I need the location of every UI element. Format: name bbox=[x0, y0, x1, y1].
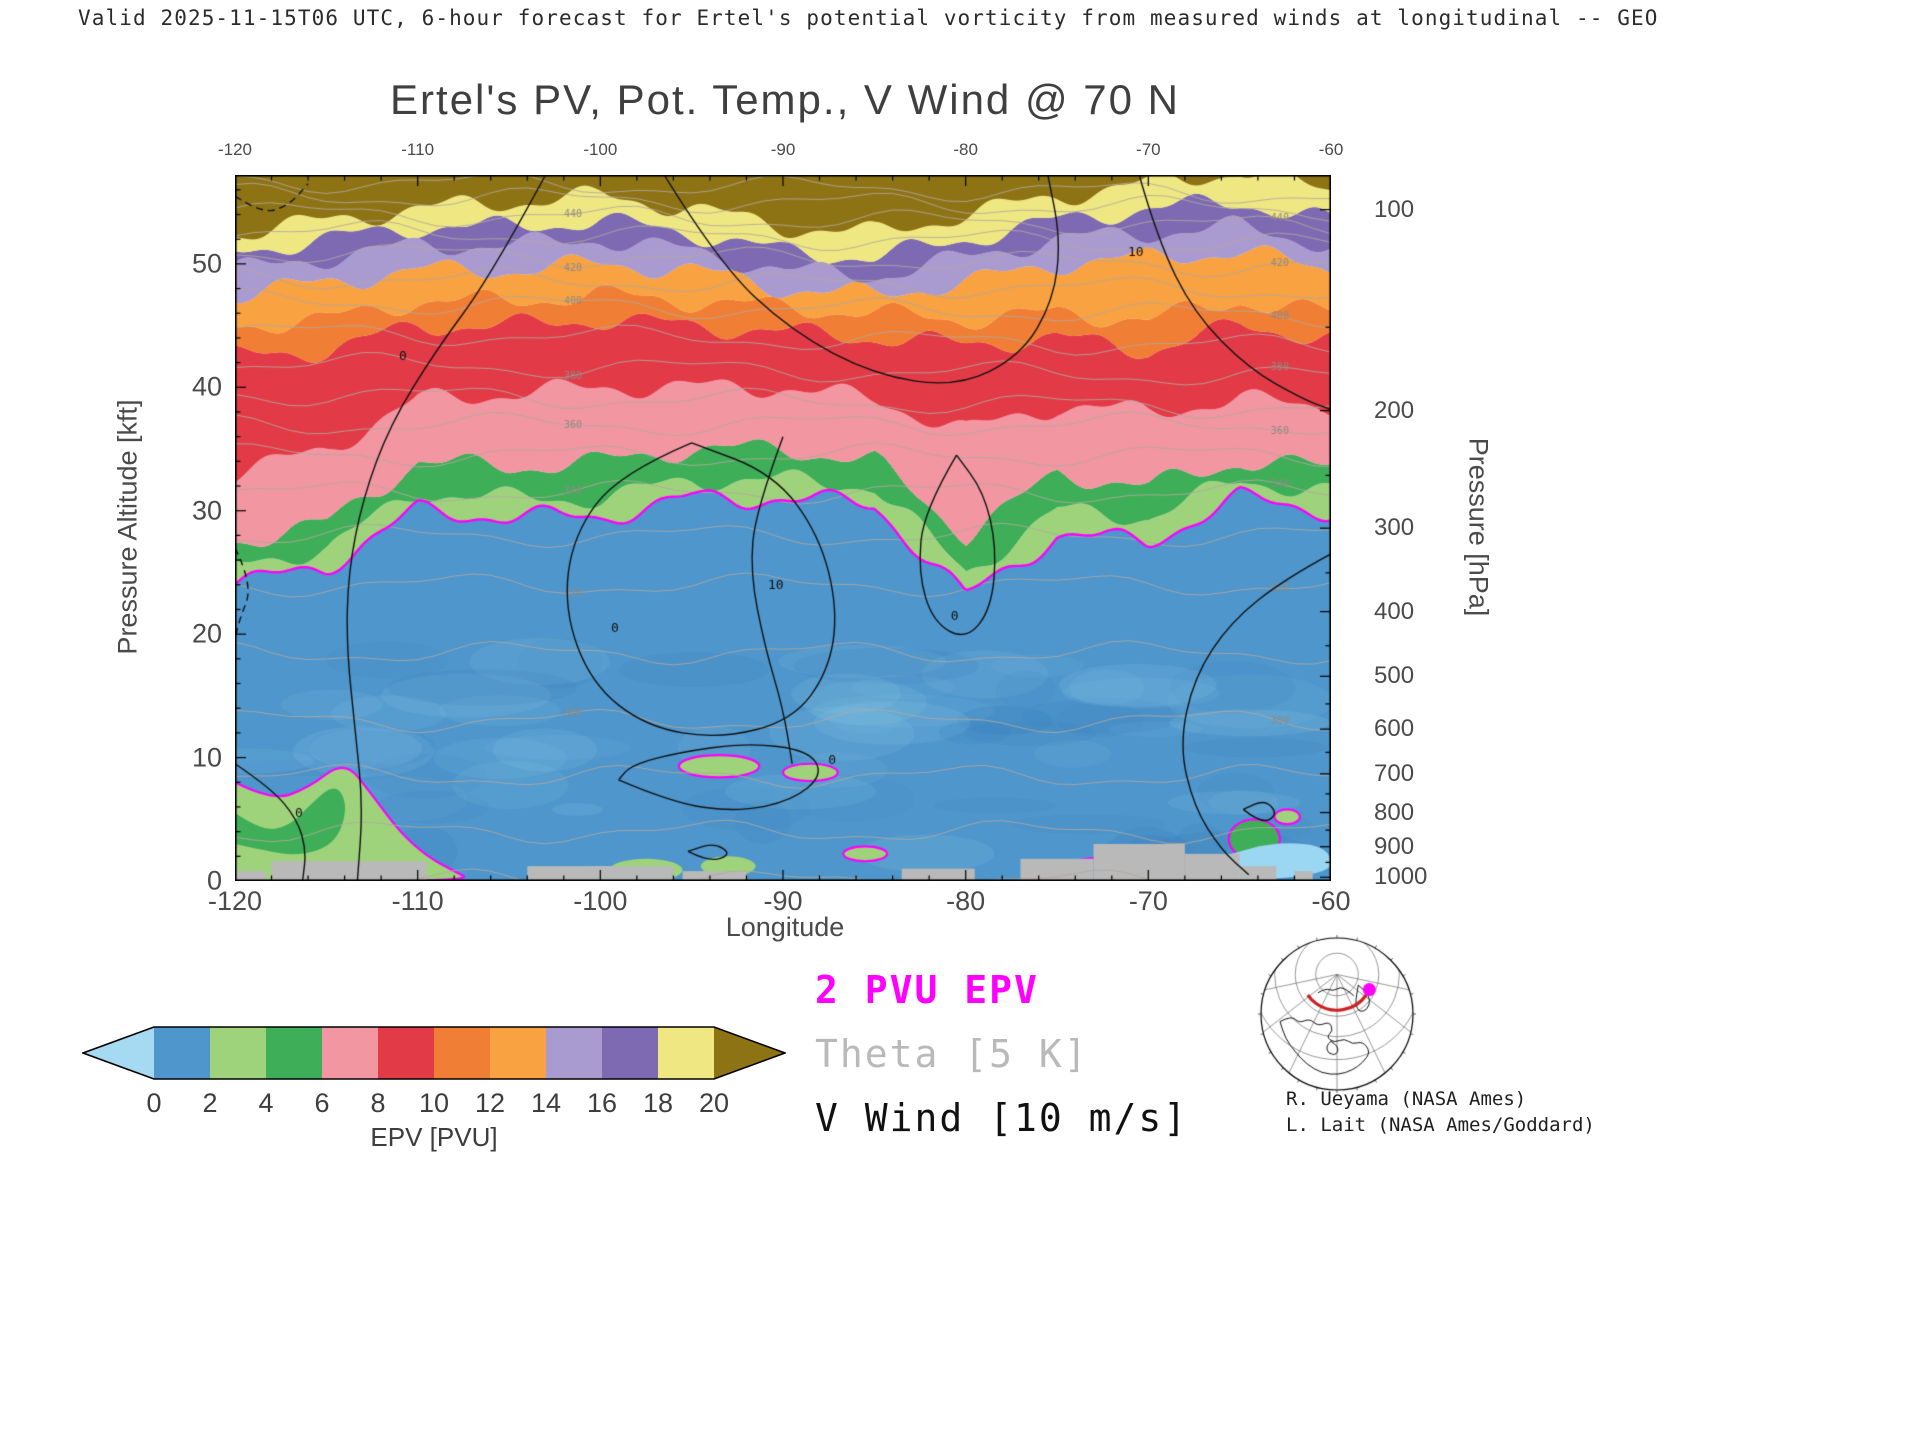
tick-label: 800 bbox=[1374, 798, 1415, 826]
tick-label: 0 bbox=[206, 865, 222, 896]
tick-label: 300 bbox=[1374, 514, 1415, 542]
tick-label: -120 bbox=[217, 140, 253, 159]
tick-label: -100 bbox=[573, 886, 628, 916]
validity-header: Valid 2025-11-15T06 UTC, 6-hour forecast… bbox=[78, 6, 1659, 30]
colorbar-tick-label: 16 bbox=[586, 1088, 618, 1118]
tick-label: 100 bbox=[1374, 195, 1415, 223]
colorbar bbox=[80, 1024, 788, 1086]
tick-label: -120 bbox=[207, 886, 263, 916]
credit-lait: L. Lait (NASA Ames/Goddard) bbox=[1286, 1114, 1595, 1136]
tick-label: 600 bbox=[1374, 715, 1415, 743]
legend-vwind: V Wind [10 m/s] bbox=[815, 1096, 1189, 1140]
tick-label: -60 bbox=[1311, 886, 1351, 916]
x-axis-label: Longitude bbox=[725, 912, 845, 942]
tick-label: -80 bbox=[953, 140, 978, 159]
y-left-axis-label: Pressure Altitude [kft] bbox=[112, 399, 143, 655]
colorbar-tick-label: 8 bbox=[370, 1088, 386, 1118]
epv-cross-section-plot bbox=[235, 175, 1331, 881]
credit-ueyama: R. Ueyama (NASA Ames) bbox=[1286, 1088, 1527, 1110]
tick-label: -70 bbox=[1128, 886, 1168, 916]
tick-label: -100 bbox=[583, 140, 618, 159]
tick-label: 200 bbox=[1374, 396, 1415, 424]
tick-label: 50 bbox=[191, 248, 222, 279]
legend-2pvu-epv: 2 PVU EPV bbox=[815, 968, 1039, 1012]
colorbar-svg bbox=[80, 1026, 788, 1080]
tick-label: 30 bbox=[191, 495, 222, 526]
legend-theta: Theta [5 K] bbox=[815, 1032, 1089, 1076]
tick-label: -90 bbox=[770, 140, 796, 159]
legend: 2 PVU EPV Theta [5 K] V Wind [10 m/s] bbox=[815, 968, 1188, 1160]
tick-label: 900 bbox=[1374, 832, 1415, 860]
plot-title: Ertel's PV, Pot. Temp., V Wind @ 70 N bbox=[390, 76, 1180, 123]
colorbar-tick-label: 6 bbox=[314, 1088, 330, 1118]
tick-label: 40 bbox=[191, 371, 222, 402]
tick-label: 500 bbox=[1374, 662, 1415, 690]
colorbar-tick-label: 0 bbox=[146, 1088, 162, 1118]
tick-label: -80 bbox=[946, 886, 986, 916]
colorbar-tick-label: 18 bbox=[642, 1088, 674, 1118]
colorbar-tick-label: 14 bbox=[530, 1088, 562, 1118]
colorbar-tick-label: 12 bbox=[474, 1088, 506, 1118]
tick-label: -110 bbox=[401, 140, 435, 159]
tick-label: -60 bbox=[1318, 140, 1344, 159]
tick-label: 20 bbox=[191, 618, 222, 649]
location-inset-map bbox=[1237, 928, 1437, 1096]
colorbar-tick-label: 2 bbox=[202, 1088, 218, 1118]
colorbar-tick-label: 10 bbox=[418, 1088, 450, 1118]
tick-label: 700 bbox=[1374, 759, 1415, 787]
tick-label: 400 bbox=[1374, 597, 1415, 625]
tick-label: 10 bbox=[191, 742, 222, 773]
colorbar-tick-label: 4 bbox=[258, 1088, 274, 1118]
tick-label: 1000 bbox=[1374, 863, 1428, 891]
colorbar-tick-label: 20 bbox=[698, 1088, 730, 1118]
y-right-axis-label: Pressure [hPa] bbox=[1463, 437, 1494, 617]
tick-label: -90 bbox=[763, 886, 803, 916]
colorbar-title: EPV [PVU] bbox=[370, 1122, 498, 1152]
tick-label: -110 bbox=[391, 886, 444, 916]
tick-label: -70 bbox=[1136, 140, 1161, 159]
